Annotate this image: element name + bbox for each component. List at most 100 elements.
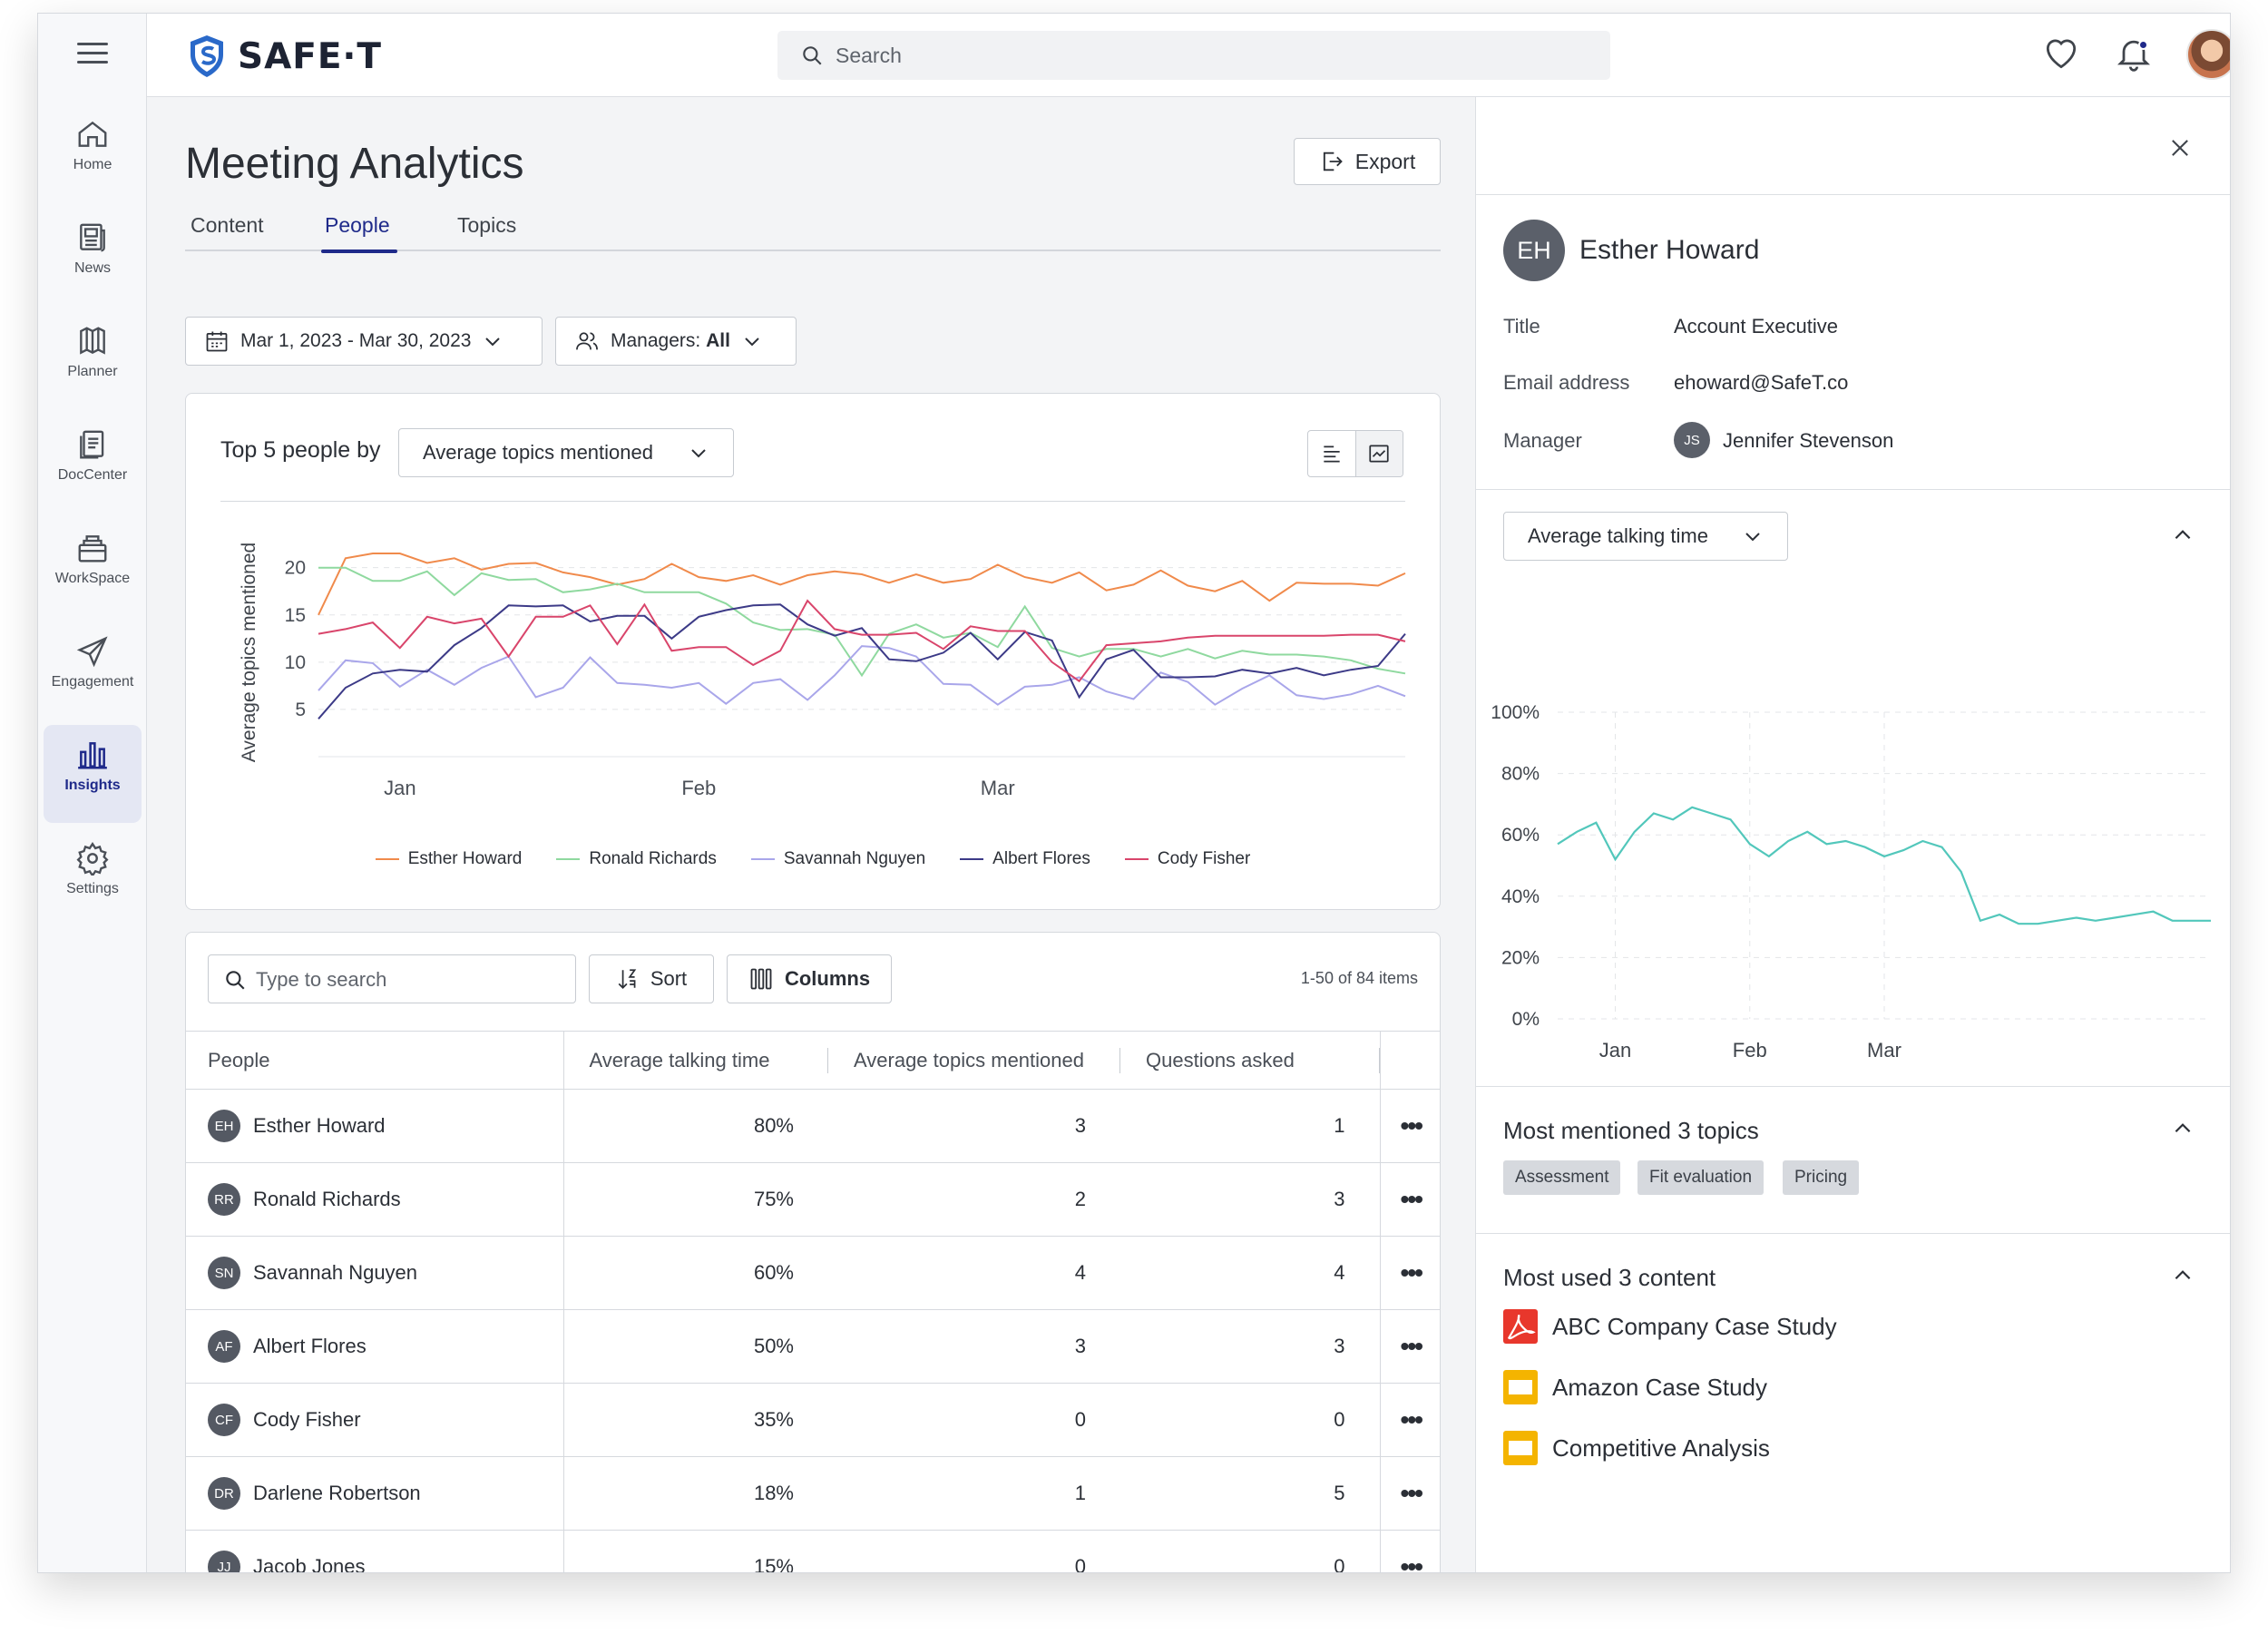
table-search[interactable] xyxy=(208,954,576,1003)
table-row[interactable]: RR Ronald Richards 75% 2 3 ••• xyxy=(186,1162,1440,1237)
search-icon xyxy=(226,971,245,990)
divider xyxy=(1476,1086,2230,1087)
topics-cell: 1 xyxy=(828,1456,1120,1531)
favorites-button[interactable] xyxy=(2041,34,2081,78)
date-range-filter[interactable]: Mar 1, 2023 - Mar 30, 2023 xyxy=(185,317,543,366)
home-icon xyxy=(78,121,107,147)
email-value[interactable]: ehoward@SafeT.co xyxy=(1674,371,1849,394)
talking-time-cell: 80% xyxy=(563,1089,828,1163)
sidebar-item-news[interactable]: News xyxy=(44,208,142,306)
news-icon xyxy=(80,223,105,252)
legend-item[interactable]: Esther Howard xyxy=(375,849,522,869)
sidebar: Home News Planner DocCenter WorkSpace En… xyxy=(38,14,147,1572)
column-header-people[interactable]: People xyxy=(186,1031,564,1090)
table-row[interactable]: AF Albert Flores 50% 3 3 ••• xyxy=(186,1309,1440,1384)
document-icon xyxy=(80,430,104,459)
items-count: 1-50 of 84 items xyxy=(1300,969,1418,987)
content-item[interactable]: ABC Company Case Study xyxy=(1503,1309,1837,1344)
tab-topics[interactable]: Topics xyxy=(457,213,517,237)
legend-item[interactable]: Albert Flores xyxy=(960,849,1090,869)
more-actions-icon[interactable]: ••• xyxy=(1400,1404,1423,1433)
table-search-input[interactable] xyxy=(256,964,564,995)
collapse-chart-button[interactable] xyxy=(2171,523,2195,552)
people-table-card: Sort Columns 1-50 of 84 items People Ave… xyxy=(185,932,1441,1573)
content-item[interactable]: Amazon Case Study xyxy=(1503,1370,1767,1404)
content-item[interactable]: Competitive Analysis xyxy=(1503,1431,1770,1465)
sidebar-item-label: News xyxy=(73,260,111,276)
sidebar-item-insights[interactable]: Insights xyxy=(44,725,142,823)
menu-icon[interactable] xyxy=(77,43,108,66)
slides-icon xyxy=(1503,1370,1538,1404)
chart-legend: Esther Howard Ronald Richards Savannah Ngu… xyxy=(186,849,1440,869)
column-separator xyxy=(827,1048,828,1073)
columns-button[interactable]: Columns xyxy=(727,954,892,1003)
legend-label: Albert Flores xyxy=(992,849,1090,868)
legend-item[interactable]: Savannah Nguyen xyxy=(750,849,925,869)
app-name: SAFE·T xyxy=(238,35,382,77)
close-panel-button[interactable] xyxy=(2167,135,2193,165)
column-header-topics[interactable]: Average topics mentioned xyxy=(828,1031,1120,1090)
manager-name[interactable]: Jennifer Stevenson xyxy=(1723,429,1894,452)
table-row[interactable]: CF Cody Fisher 35% 0 0 ••• xyxy=(186,1383,1440,1457)
metric-select[interactable]: Average topics mentioned xyxy=(398,428,734,477)
topic-chip[interactable]: Pricing xyxy=(1783,1160,1860,1195)
collapse-topics-button[interactable] xyxy=(2171,1117,2195,1145)
slides-icon xyxy=(1503,1431,1538,1465)
topic-chip[interactable]: Assessment xyxy=(1503,1160,1621,1195)
export-button[interactable]: Export xyxy=(1294,138,1441,185)
more-actions-icon[interactable]: ••• xyxy=(1400,1331,1423,1360)
sidebar-item-settings[interactable]: Settings xyxy=(44,828,142,926)
legend-item[interactable]: Ronald Richards xyxy=(556,849,717,869)
notifications-button[interactable] xyxy=(2114,34,2154,78)
more-actions-icon[interactable]: ••• xyxy=(1400,1478,1423,1507)
managers-filter[interactable]: Managers: All xyxy=(555,317,797,366)
column-header-talking-time[interactable]: Average talking time xyxy=(563,1031,828,1090)
tab-content[interactable]: Content xyxy=(191,213,264,237)
x-tick-label: Jan xyxy=(1599,1039,1631,1062)
y-tick-label: 20% xyxy=(1501,947,1540,968)
column-header-questions[interactable]: Questions asked xyxy=(1120,1031,1380,1090)
panel-metric-select[interactable]: Average talking time xyxy=(1503,512,1788,561)
sidebar-item-home[interactable]: Home xyxy=(44,104,142,202)
chevron-down-icon xyxy=(485,338,501,347)
global-search[interactable] xyxy=(777,31,1610,80)
table-row[interactable]: DR Darlene Robertson 18% 1 5 ••• xyxy=(186,1456,1440,1531)
table-row[interactable]: EH Esther Howard 80% 3 1 ••• xyxy=(186,1089,1440,1163)
sidebar-item-workspace[interactable]: WorkSpace xyxy=(44,518,142,616)
collapse-content-button[interactable] xyxy=(2171,1264,2195,1292)
legend-item[interactable]: Cody Fisher xyxy=(1124,849,1250,869)
line-chart-icon xyxy=(1369,445,1389,463)
bar-view-button[interactable] xyxy=(1308,431,1355,476)
chevron-down-icon xyxy=(1745,533,1760,542)
x-tick-label: Feb xyxy=(1733,1039,1767,1062)
more-actions-icon[interactable]: ••• xyxy=(1400,1184,1423,1213)
more-actions-icon[interactable]: ••• xyxy=(1400,1257,1423,1287)
more-actions-icon[interactable]: ••• xyxy=(1400,1551,1423,1573)
line-view-button[interactable] xyxy=(1354,431,1403,476)
table-row[interactable]: JJ Jacob Jones 15% 0 0 ••• xyxy=(186,1530,1440,1573)
person-avatar: JJ xyxy=(208,1551,240,1572)
sidebar-item-label: WorkSpace xyxy=(54,571,131,586)
chart-view-toggle xyxy=(1307,430,1403,477)
user-avatar[interactable] xyxy=(2186,29,2230,80)
table-row[interactable]: SN Savannah Nguyen 60% 4 4 ••• xyxy=(186,1236,1440,1310)
search-input[interactable] xyxy=(836,40,1579,71)
sidebar-item-engagement[interactable]: Engagement xyxy=(44,621,142,719)
topics-section-title: Most mentioned 3 topics xyxy=(1503,1117,1759,1144)
questions-cell: 4 xyxy=(1120,1236,1380,1310)
managers-value: All xyxy=(706,330,730,351)
sidebar-item-planner[interactable]: Planner xyxy=(44,311,142,409)
gear-icon xyxy=(76,842,109,876)
x-tick-label: Feb xyxy=(681,777,716,799)
content-name: Competitive Analysis xyxy=(1552,1433,1770,1462)
sidebar-item-doccenter[interactable]: DocCenter xyxy=(44,415,142,513)
topic-chip[interactable]: Fit evaluation xyxy=(1637,1160,1765,1195)
x-tick-label: Mar xyxy=(981,777,1015,799)
chevron-down-icon xyxy=(745,338,759,347)
sort-button[interactable]: Sort xyxy=(589,954,714,1003)
more-actions-icon[interactable]: ••• xyxy=(1400,1111,1423,1140)
logo[interactable]: SAFE·T xyxy=(187,34,382,79)
manager-avatar: JS xyxy=(1674,422,1710,458)
title-value: Account Executive xyxy=(1674,315,1838,338)
tab-people[interactable]: People xyxy=(321,213,397,253)
